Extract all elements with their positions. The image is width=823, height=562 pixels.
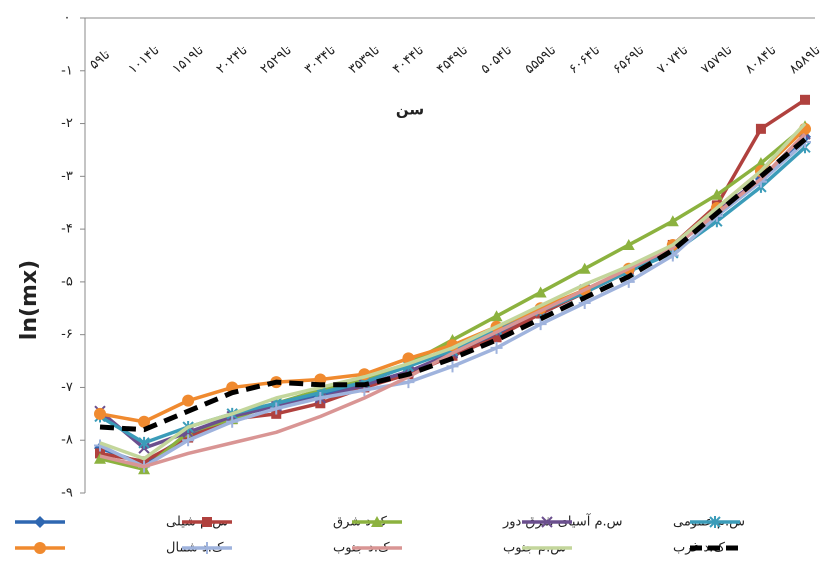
x-tick-label: ۱۰تا۱۴ — [126, 43, 163, 78]
data-point — [622, 238, 635, 250]
y-tick-label: ۰ — [64, 11, 71, 26]
data-point — [491, 332, 502, 343]
data-point — [490, 310, 503, 322]
legend-marker — [201, 542, 213, 554]
y-tick-label: -۳ — [61, 169, 73, 184]
x-tick-label: ۵۵تا۵۹ — [522, 43, 559, 78]
data-point — [490, 341, 503, 354]
x-tick-label: ۱۵تا۱۹ — [170, 43, 207, 78]
x-tick-label: ۶۰تا۶۴ — [566, 43, 603, 78]
y-tick-label: -۷ — [61, 380, 73, 395]
x-tick-label: ۶۵تا۶۹ — [610, 43, 647, 78]
series-line — [98, 132, 807, 450]
y-tick-label: -۵ — [61, 274, 73, 289]
series-line — [99, 98, 806, 464]
x-tick-label: ۷۰تا۷۴ — [654, 43, 691, 78]
x-tick-label: ۲۰تا۲۴ — [214, 43, 251, 78]
series-line — [99, 135, 807, 466]
data-point — [182, 394, 195, 407]
y-tick-label: -۲ — [61, 116, 73, 131]
series-line — [99, 140, 807, 469]
legend-marker — [34, 542, 46, 554]
data-point — [138, 415, 151, 428]
data-point — [446, 360, 459, 373]
x-tick-label: ۸۰تا۸۴ — [743, 43, 780, 78]
y-tick-label: -۹ — [61, 486, 73, 501]
data-point — [710, 188, 723, 200]
x-tick-label: ۳۰تا۳۴ — [302, 43, 339, 78]
y-axis-title: ln(mx) — [17, 260, 42, 340]
legend-marker — [371, 516, 383, 527]
legend-marker — [541, 516, 553, 528]
x-tick-label: ۳۵تا۳۹ — [346, 43, 383, 78]
series-line — [99, 146, 807, 445]
legend-marker — [34, 516, 46, 528]
x-tick-label: ۲۵تا۲۹ — [258, 43, 295, 78]
y-tick-label: -۶ — [61, 327, 73, 342]
series-line — [99, 127, 807, 424]
x-tick-label: ۴۰تا۴۴ — [390, 43, 427, 78]
x-tick-label: ۴۵تا۴۹ — [434, 43, 471, 78]
series-line — [99, 124, 807, 471]
legend-marker — [709, 516, 721, 528]
y-tick-label: -۸ — [61, 433, 73, 448]
data-point — [94, 452, 106, 464]
legend-marker — [202, 517, 212, 527]
data-point — [534, 318, 547, 331]
x-axis-title: سن — [396, 101, 424, 119]
data-point — [270, 402, 283, 415]
data-point — [534, 286, 547, 298]
data-point — [182, 434, 195, 447]
x-tick-label: ۸۵تا۸۹ — [787, 43, 823, 78]
series-line — [99, 122, 807, 461]
data-point — [94, 407, 106, 420]
series-line — [99, 132, 807, 469]
data-point — [578, 262, 591, 274]
data-point — [314, 392, 327, 404]
x-tick-label: ۵۰تا۵۴ — [478, 43, 515, 78]
y-tick-label: -۱ — [61, 63, 73, 78]
data-point — [138, 436, 150, 449]
y-tick-label: -۴ — [61, 222, 73, 237]
data-point — [755, 123, 766, 134]
x-tick-label: ۷۵تا۷۹ — [698, 43, 735, 78]
data-point — [800, 94, 810, 105]
x-tick-label: ۵تا۹ — [87, 47, 113, 73]
data-point — [666, 215, 679, 227]
series-line — [99, 137, 807, 433]
data-point — [226, 415, 239, 428]
